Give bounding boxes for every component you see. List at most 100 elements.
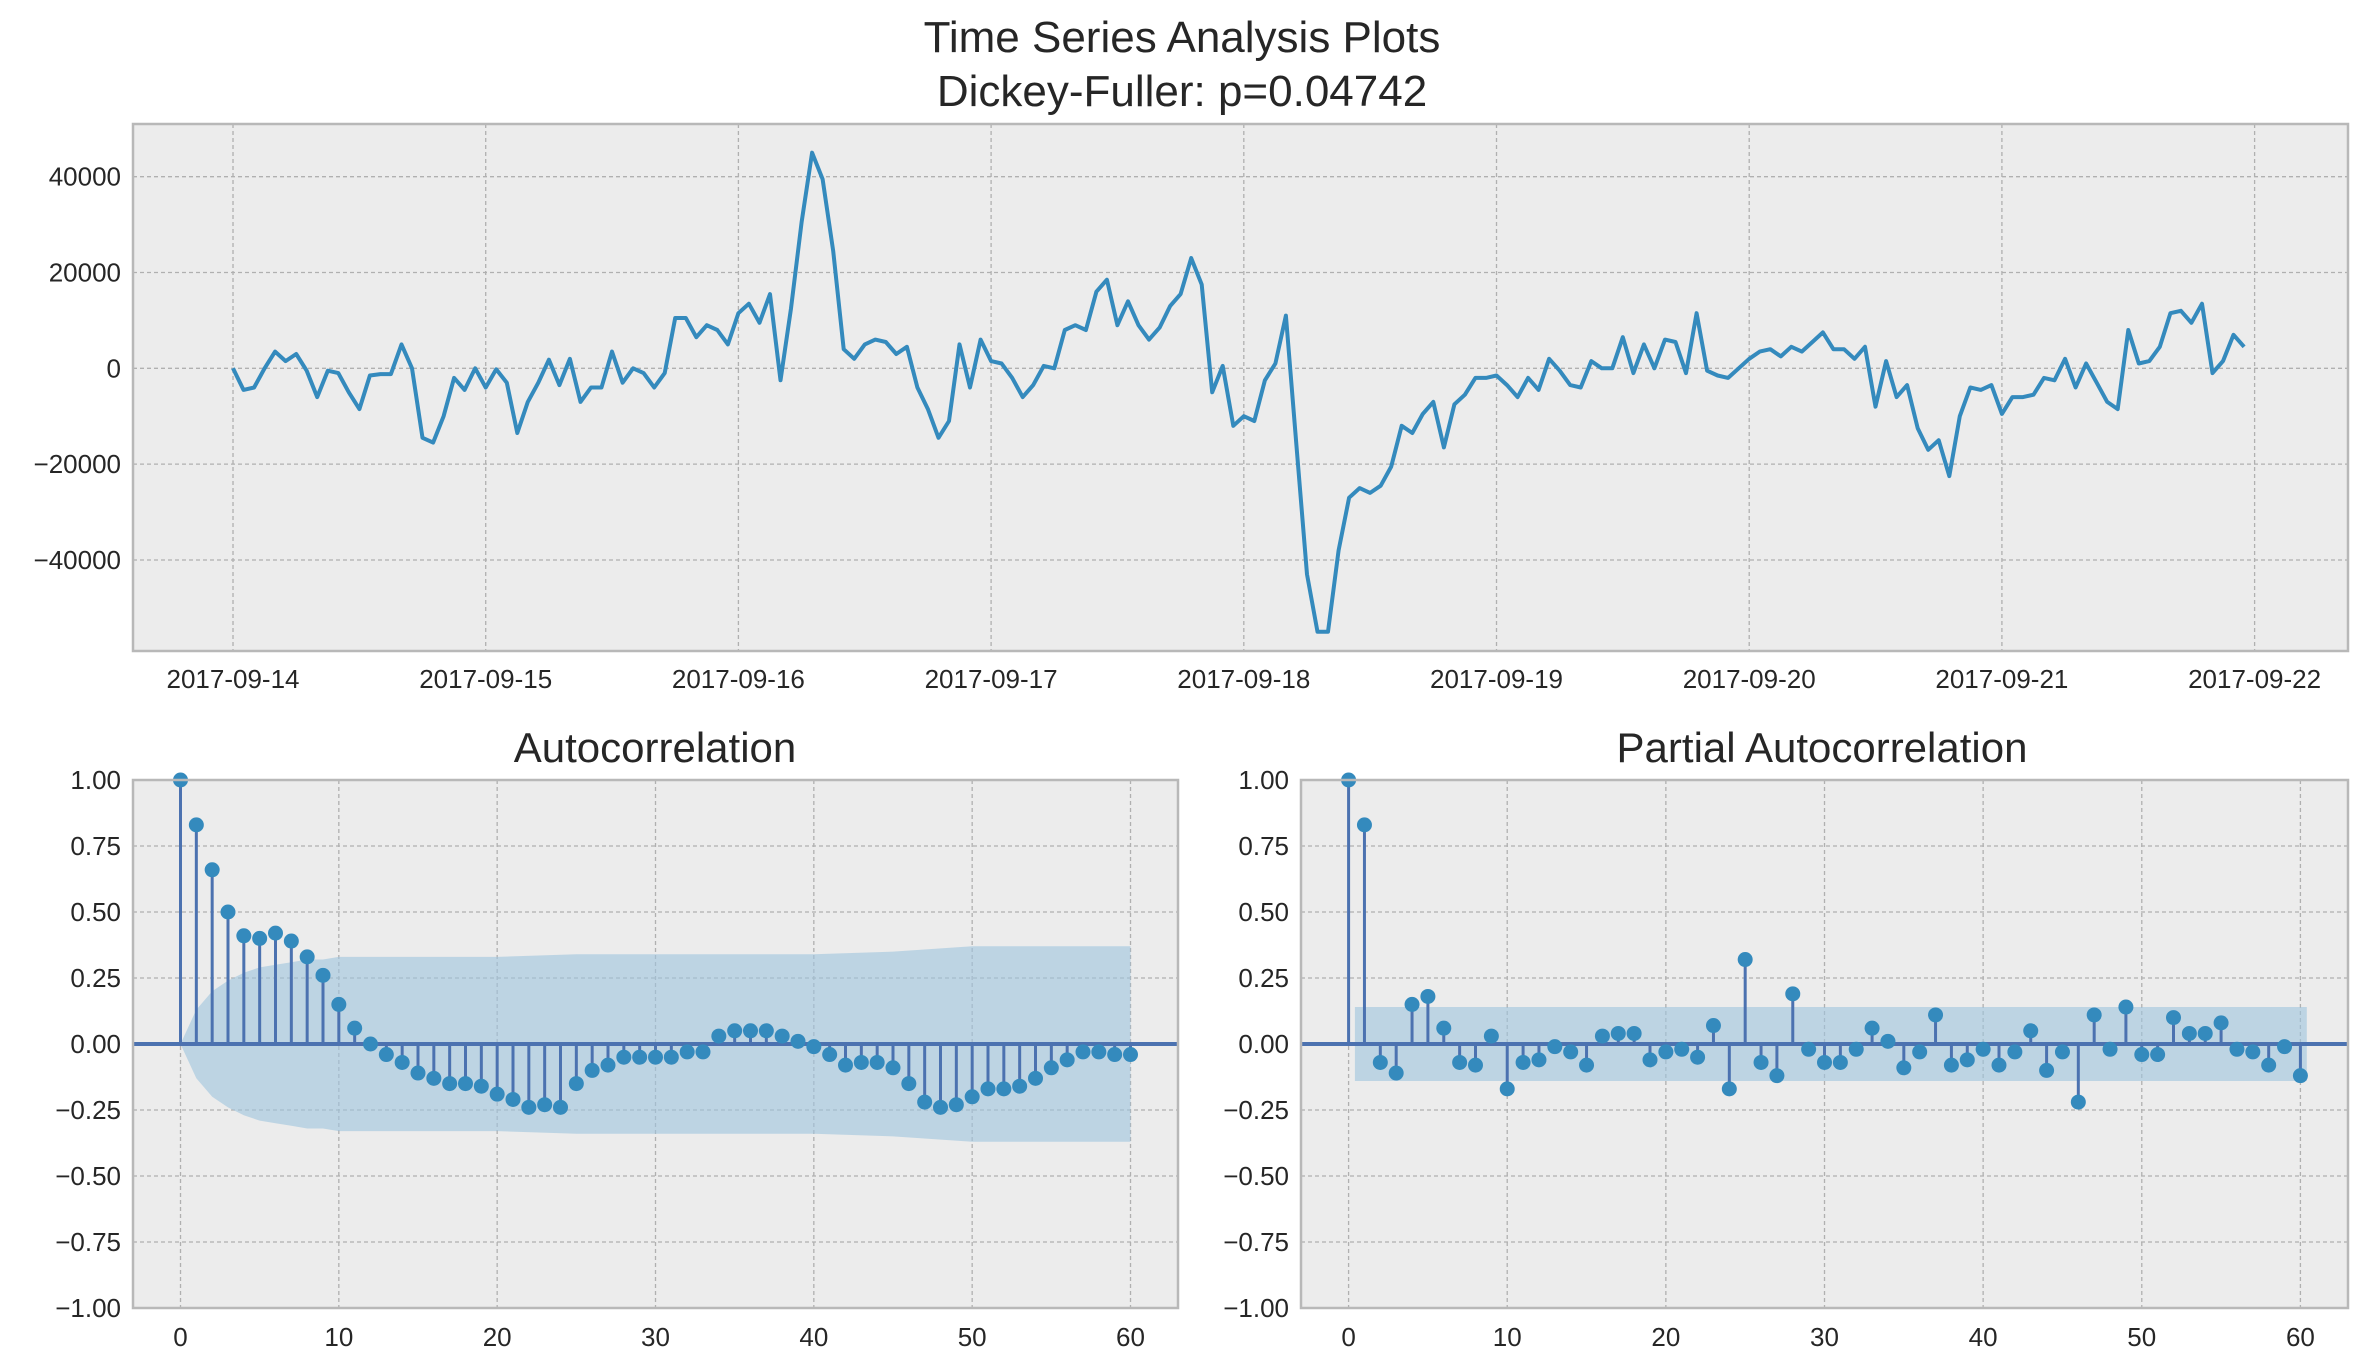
acf-point xyxy=(521,1099,537,1115)
acf-point xyxy=(188,817,204,833)
pacf-point xyxy=(2102,1041,2118,1057)
timeseries-y-tick-label: 20000 xyxy=(49,258,121,288)
pacf-point xyxy=(1753,1054,1769,1070)
acf-point xyxy=(283,933,299,949)
pacf-y-tick-label: 1.00 xyxy=(1238,765,1289,795)
timeseries-x-tick-label: 2017-09-17 xyxy=(925,664,1058,694)
acf-point xyxy=(505,1091,521,1107)
pacf-point xyxy=(1785,986,1801,1002)
pacf-panel: 0 10 20 30 40 50 60 1.00 0.75 0.50 0.25 0.00 −0.25 −0… xyxy=(1223,765,2350,1352)
timeseries-x-tick-label: 2017-09-20 xyxy=(1683,664,1816,694)
pacf-point xyxy=(1531,1052,1547,1068)
acf-y-tick-label: −0.50 xyxy=(55,1161,121,1191)
pacf-point xyxy=(1372,1054,1388,1070)
acf-x-tick-label: 50 xyxy=(958,1322,987,1352)
acf-panel: 0 10 20 30 40 50 60 1.00 0.75 0.50 0.25 0.00 −0.25 −0… xyxy=(55,765,1180,1352)
acf-y-tick-label: −1.00 xyxy=(55,1293,121,1323)
acf-point xyxy=(885,1060,901,1076)
pacf-point xyxy=(1991,1057,2007,1073)
pacf-point xyxy=(1848,1041,1864,1057)
pacf-point xyxy=(1721,1081,1737,1097)
acf-point xyxy=(1012,1078,1028,1094)
pacf-point xyxy=(2213,1015,2229,1031)
pacf-point xyxy=(2054,1044,2070,1060)
pacf-point xyxy=(1975,1041,1991,1057)
acf-point xyxy=(774,1028,790,1044)
acf-point xyxy=(1075,1044,1091,1060)
pacf-point xyxy=(1959,1052,1975,1068)
pacf-point xyxy=(1404,996,1420,1012)
acf-point xyxy=(1091,1044,1107,1060)
acf-point xyxy=(980,1081,996,1097)
pacf-x-tick-label: 40 xyxy=(1969,1322,1998,1352)
pacf-point xyxy=(2292,1068,2308,1084)
acf-point xyxy=(458,1076,473,1092)
acf-y-tick-label: 0.25 xyxy=(70,963,121,993)
acf-point xyxy=(442,1076,458,1092)
pacf-point xyxy=(1912,1044,1928,1060)
acf-point xyxy=(806,1039,822,1055)
acf-point xyxy=(204,862,220,878)
timeseries-x-tick-label: 2017-09-15 xyxy=(419,664,552,694)
pacf-point xyxy=(1515,1054,1531,1070)
pacf-point xyxy=(1769,1068,1785,1084)
acf-y-tick-label: −0.25 xyxy=(55,1095,121,1125)
timeseries-x-tick-label: 2017-09-19 xyxy=(1430,664,1563,694)
pacf-point xyxy=(2007,1044,2023,1060)
pacf-point xyxy=(1642,1052,1658,1068)
acf-point xyxy=(695,1044,711,1060)
acf-point xyxy=(473,1078,489,1094)
acf-point xyxy=(600,1057,616,1073)
acf-point xyxy=(331,996,347,1012)
pacf-y-tick-label: −1.00 xyxy=(1223,1293,1289,1323)
acf-point xyxy=(426,1070,442,1086)
timeseries-y-tick-label: 40000 xyxy=(49,162,121,192)
pacf-point xyxy=(1880,1033,1896,1049)
timeseries-frame xyxy=(131,122,2350,653)
pacf-frame xyxy=(1299,778,2350,1310)
pacf-point xyxy=(2070,1094,2086,1110)
acf-x-tick-label: 40 xyxy=(799,1322,828,1352)
acf-y-tick-label: −0.75 xyxy=(55,1227,121,1257)
pacf-point xyxy=(1737,952,1753,968)
acf-y-tick-label: 0.50 xyxy=(70,897,121,927)
pacf-x-tick-label: 30 xyxy=(1810,1322,1839,1352)
pacf-title: Partial Autocorrelation xyxy=(1617,724,2028,771)
acf-point xyxy=(1123,1047,1138,1063)
acf-x-tick-label: 30 xyxy=(641,1322,670,1352)
pacf-point xyxy=(1610,1025,1626,1041)
acf-point xyxy=(996,1081,1012,1097)
acf-point xyxy=(632,1049,648,1065)
pacf-point xyxy=(1499,1081,1515,1097)
pacf-x-tick-label: 20 xyxy=(1651,1322,1680,1352)
acf-point xyxy=(252,930,268,946)
acf-point xyxy=(315,967,331,983)
acf-point xyxy=(553,1099,568,1115)
acf-point xyxy=(220,904,236,920)
acf-point xyxy=(394,1054,410,1070)
timeseries-x-tick-label: 2017-09-18 xyxy=(1177,664,1310,694)
pacf-point xyxy=(2023,1023,2039,1039)
pacf-point xyxy=(2039,1062,2055,1078)
pacf-point xyxy=(1452,1054,1468,1070)
pacf-point xyxy=(1928,1007,1944,1023)
acf-point xyxy=(1059,1052,1075,1068)
acf-point xyxy=(743,1023,758,1039)
acf-point xyxy=(568,1076,584,1092)
timeseries-x-tick-label: 2017-09-21 xyxy=(1935,664,2068,694)
acf-point xyxy=(299,949,315,965)
pacf-point xyxy=(1674,1041,1690,1057)
pacf-point xyxy=(2197,1025,2213,1041)
acf-point xyxy=(1043,1060,1059,1076)
pacf-point xyxy=(1817,1054,1832,1070)
acf-point xyxy=(410,1065,426,1081)
acf-point xyxy=(268,925,283,941)
pacf-point xyxy=(1594,1028,1610,1044)
pacf-point xyxy=(2134,1047,2150,1063)
pacf-point xyxy=(1832,1054,1848,1070)
acf-y-tick-label: 0.75 xyxy=(70,831,121,861)
acf-title: Autocorrelation xyxy=(514,724,797,771)
pacf-point xyxy=(1563,1044,1579,1060)
acf-y-tick-label: 0.00 xyxy=(70,1029,121,1059)
acf-point xyxy=(663,1049,679,1065)
